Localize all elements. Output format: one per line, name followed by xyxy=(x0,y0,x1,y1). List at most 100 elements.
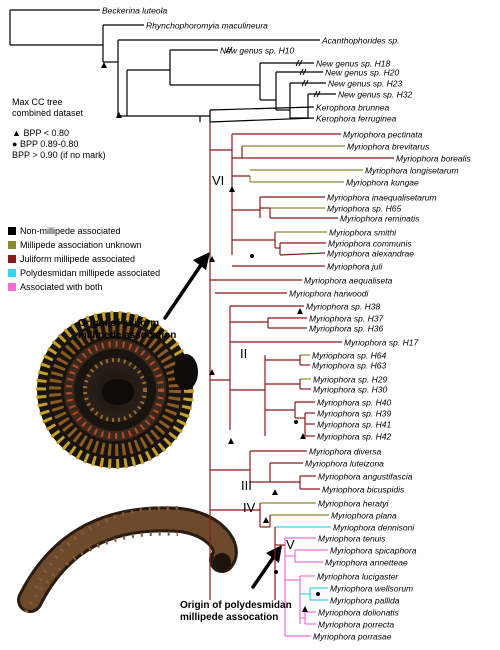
origin-juliform-arrow xyxy=(163,260,205,320)
taxon-label: Myriophora alexandrae xyxy=(327,249,414,259)
origin-polydesmidan-label: Origin of polydesmidan millipede assocat… xyxy=(180,600,292,623)
taxon-label: Myriophora sp. H42 xyxy=(317,432,391,442)
legend-item-non-millipede: Non-millipede associated xyxy=(8,224,160,238)
support-triangle-icon xyxy=(297,308,303,314)
taxon-label: Myriophora pallida xyxy=(330,596,400,606)
support-high: BPP > 0.90 (if no mark) xyxy=(12,150,106,160)
clade-label-vi: VI xyxy=(212,173,224,188)
support-mid: ● BPP 0.89-0.80 xyxy=(12,139,79,149)
tree-branch xyxy=(279,252,326,256)
clade-label-v: V xyxy=(286,537,295,552)
taxon-label: Myriophora borealis xyxy=(396,154,471,164)
taxon-label: Myriophora dolionatis xyxy=(318,608,400,618)
triangle-icon: ▲ xyxy=(12,128,21,138)
taxon-label: Myriophora sp. H30 xyxy=(313,385,387,395)
taxon-label: Myriophora sp. H41 xyxy=(317,420,391,430)
origin-polydesmidan-arrow xyxy=(251,553,277,589)
taxon-label: Myriophora longisetarum xyxy=(365,166,459,176)
taxon-label: Kerophora brunnea xyxy=(316,103,390,113)
clade-label-ii: II xyxy=(240,346,247,361)
branch-break-mark xyxy=(299,68,304,76)
taxon-label: Myriophora bicuspidis xyxy=(322,485,405,495)
branch-break-mark xyxy=(225,46,230,54)
taxon-label: Myriophora tenuis xyxy=(318,534,386,544)
support-triangle-icon xyxy=(302,606,308,612)
taxon-label: New genus sp. H10 xyxy=(220,46,294,56)
support-triangle-icon xyxy=(228,438,234,444)
legend-swatch xyxy=(8,241,16,249)
taxon-label: Myriophora sp. H39 xyxy=(317,409,391,419)
taxon-label: New genus sp. H20 xyxy=(325,68,399,78)
taxon-labels: Beckerina luteola Rhynchophoromyia maculi… xyxy=(102,6,471,642)
dot-icon: ● xyxy=(12,139,18,149)
branch-break-mark xyxy=(301,79,306,87)
taxon-label: Myriophora aequaliseta xyxy=(304,276,393,286)
support-low: ▲ BPP < 0.80 xyxy=(12,128,70,138)
support-triangle-icon xyxy=(272,489,278,495)
taxon-label: Myriophora spicaphora xyxy=(330,546,417,556)
support-triangle-icon xyxy=(101,62,107,68)
taxon-label: New genus sp. H23 xyxy=(328,79,402,89)
taxon-label: Myriophora lucigaster xyxy=(317,572,399,582)
taxon-label: Acanthophorides sp. xyxy=(321,36,400,46)
taxon-label: Myriophora juli xyxy=(327,262,383,272)
legend-item-polydesmidan: Polydesmidan millipede associated xyxy=(8,266,160,280)
taxon-label: Myriophora diversa xyxy=(309,447,382,457)
taxon-label: Myriophora smithi xyxy=(329,228,397,238)
support-triangle-icon xyxy=(263,517,269,523)
origin-juliform-arrowhead xyxy=(193,252,210,270)
taxon-label: Kerophora ferruginea xyxy=(316,114,397,124)
taxon-label: Myriophora sp. H63 xyxy=(312,361,386,371)
taxon-label: Myriophora brevitarus xyxy=(347,142,430,152)
juliform-millipede-image xyxy=(36,311,198,469)
branch-break-mark xyxy=(298,59,303,67)
taxon-label: Myriophora luteizona xyxy=(305,459,384,469)
legend-swatch xyxy=(8,283,16,291)
polydesmidan-millipede-image xyxy=(17,505,238,613)
support-dot-icon xyxy=(316,592,320,596)
taxon-label: Beckerina luteola xyxy=(102,6,167,16)
taxon-label: Myriophora reminatis xyxy=(340,214,420,224)
legend-item-both: Associated with both xyxy=(8,280,160,294)
branch-break-mark xyxy=(295,59,300,67)
tree-branch xyxy=(209,106,315,111)
tree-title-line1: Max CC tree xyxy=(12,97,63,107)
legend-swatch xyxy=(8,227,16,235)
clade-label-iii: III xyxy=(241,478,252,493)
support-triangle-icon xyxy=(300,433,306,439)
taxon-label: Myriophora sp. H40 xyxy=(317,398,391,408)
support-triangle-icon xyxy=(116,112,122,118)
tree-branch xyxy=(209,117,315,123)
taxon-label: Myriophora porrasae xyxy=(313,632,392,642)
support-dot-icon xyxy=(274,570,278,574)
taxon-label: Myriophora sp. H65 xyxy=(327,204,401,214)
branch-break-mark xyxy=(316,90,321,98)
taxon-label: Myriophora pectinata xyxy=(343,130,423,140)
support-triangle-icon xyxy=(229,186,235,192)
taxon-label: Myriophora sp. H64 xyxy=(312,351,386,361)
support-triangle-icon xyxy=(209,256,215,262)
taxon-label: Myriophora angustifascia xyxy=(318,472,413,482)
origin-polydesmidan-arrowhead xyxy=(266,545,282,563)
taxon-label: New genus sp. H18 xyxy=(316,59,390,69)
branch-break-mark xyxy=(302,68,307,76)
taxon-label: Myriophora wellsorum xyxy=(330,584,413,594)
taxon-label: Myriophora sp. H17 xyxy=(344,338,418,348)
branch-break-mark xyxy=(313,90,318,98)
branch-break-mark xyxy=(228,46,233,54)
taxon-label: Rhynchophoromyia maculineura xyxy=(146,21,268,31)
taxon-label: Myriophora porrecta xyxy=(318,620,394,630)
taxon-label: Myriophora heratyi xyxy=(318,499,390,509)
origin-juliform-label: Origin of juliform millipede assocation xyxy=(78,318,177,341)
tree-info: Max CC tree combined dataset ▲ BPP < 0.8… xyxy=(12,97,122,161)
support-triangle-icon xyxy=(209,369,215,375)
taxon-label: Myriophora kungae xyxy=(346,178,419,188)
tree-title-line2: combined dataset xyxy=(12,108,84,118)
taxon-label: Myriophora sp. H29 xyxy=(313,375,387,385)
legend-item-unknown: Millipede association unknown xyxy=(8,238,160,252)
taxon-label: Myriophora harwoodi xyxy=(289,289,369,299)
taxon-label: Myriophora sp. H37 xyxy=(309,314,383,324)
legend: Non-millipede associated Millipede assoc… xyxy=(8,224,160,294)
taxon-label: Myriophora communis xyxy=(328,239,412,249)
